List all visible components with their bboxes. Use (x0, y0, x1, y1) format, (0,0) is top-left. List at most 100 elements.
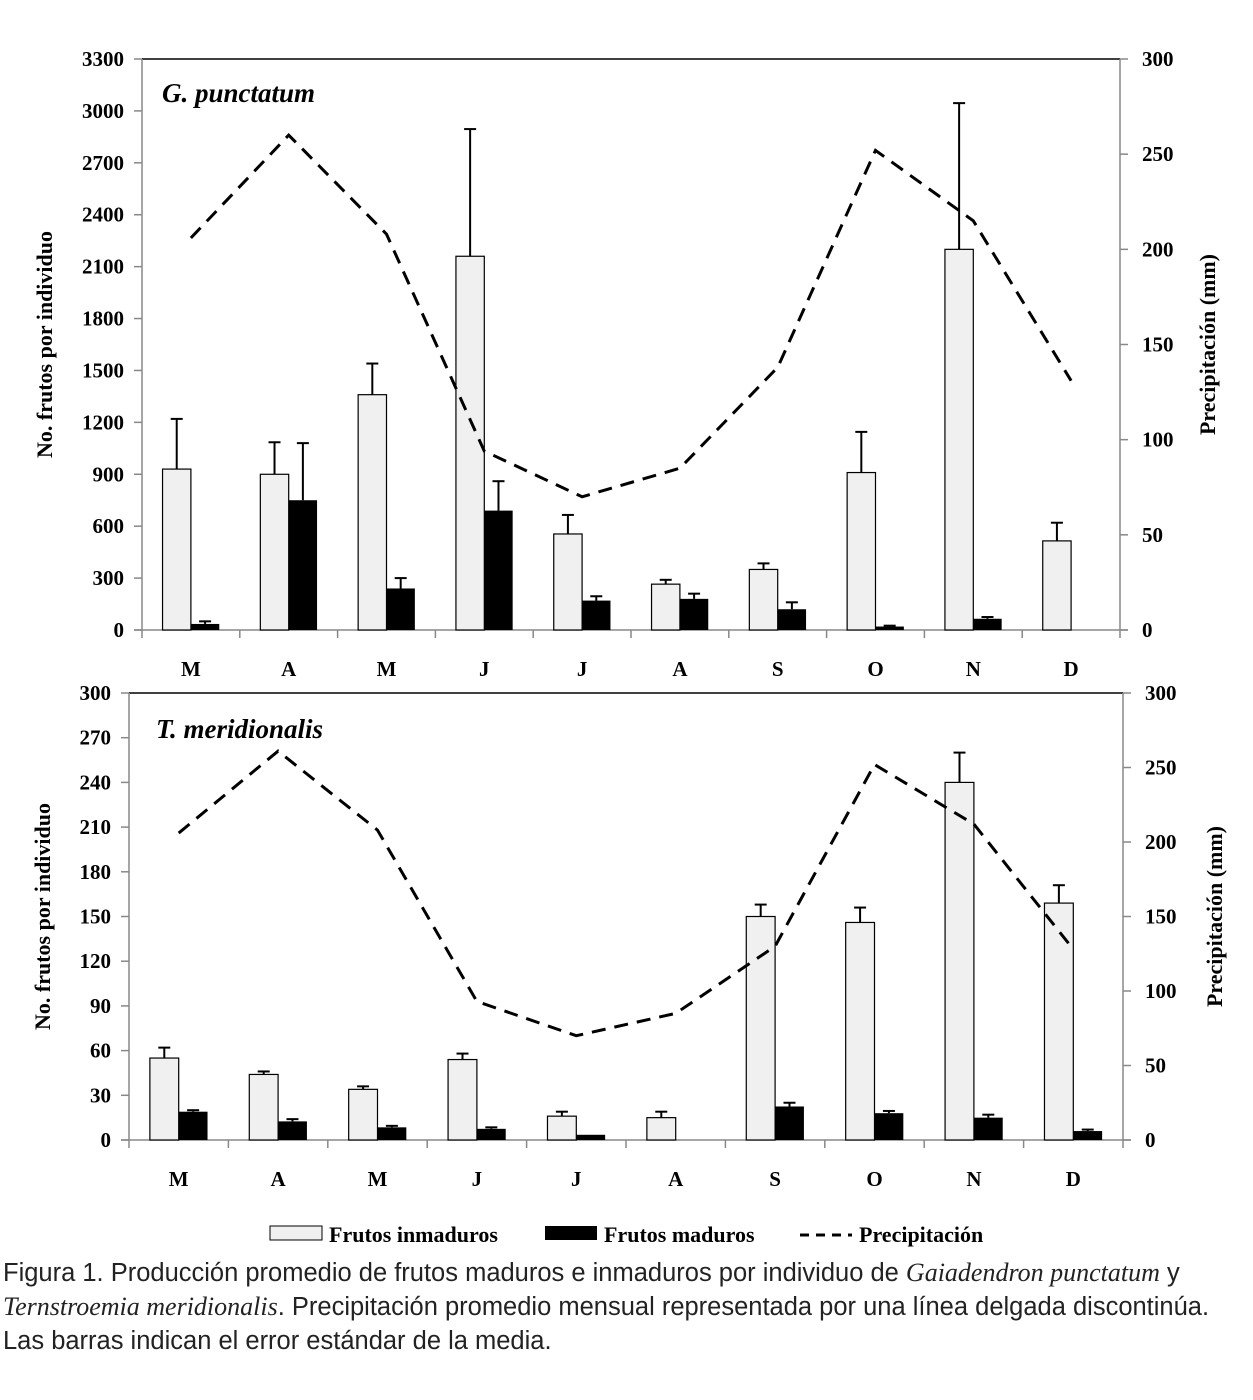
bar-frutos-inmaduros (149, 1057, 180, 1141)
y-tick-label: 0 (114, 618, 125, 642)
precipitation-line (177, 749, 1075, 1038)
x-tick-label: A (672, 657, 688, 681)
y-tick-label: 1800 (82, 307, 124, 331)
caption-joiner: y (1159, 1259, 1180, 1287)
caption-suffix: . Precipitación promedio mensual represe… (3, 1293, 1210, 1355)
bar-frutos-inmaduros (357, 394, 388, 631)
legend: Frutos inmaduros Frutos maduros Precipit… (269, 1222, 983, 1247)
bar-frutos-inmaduros (161, 468, 192, 631)
y-tick-label: 2400 (82, 203, 124, 227)
bar-frutos-inmaduros (1043, 902, 1074, 1141)
bar-frutos-inmaduros (845, 921, 876, 1141)
x-tick-label: O (866, 1167, 882, 1191)
bar-frutos-maduros (476, 1128, 506, 1140)
caption-prefix: Figura 1. Producción promedio de frutos … (3, 1259, 906, 1287)
y2-tick-label: 50 (1142, 523, 1163, 547)
bar-frutos-maduros (1073, 1131, 1103, 1140)
x-tick-label: O (867, 657, 883, 681)
legend-label-frutos-inmaduros: Frutos inmaduros (329, 1222, 498, 1247)
y-tick-label: 2100 (82, 255, 124, 279)
y-axis-title: No. frutos por individuo (30, 803, 55, 1030)
y-tick-label: 150 (80, 905, 112, 929)
y2-tick-label: 250 (1142, 142, 1174, 166)
y-tick-label: 900 (93, 462, 125, 486)
x-tick-label: J (571, 1167, 582, 1191)
bar-frutos-maduros (190, 623, 220, 630)
x-tick-label: J (577, 657, 588, 681)
bar-frutos-inmaduros (944, 248, 974, 631)
x-tick-label: M (169, 1167, 189, 1191)
bar-frutos-maduros (582, 600, 611, 630)
y-tick-label: 210 (80, 815, 112, 839)
bar-frutos-maduros (576, 1134, 606, 1140)
bar-frutos-inmaduros (650, 583, 681, 631)
y-tick-label: 270 (80, 726, 112, 750)
y2-axis-title: Precipitación (mm) (1195, 254, 1220, 435)
x-tick-label: S (769, 1167, 781, 1191)
legend-label-frutos-maduros: Frutos maduros (604, 1222, 755, 1247)
y-tick-label: 3000 (82, 99, 124, 123)
y-tick-label: 30 (90, 1083, 111, 1107)
y2-tick-label: 0 (1142, 618, 1153, 642)
legend-swatch-frutos-maduros (545, 1226, 597, 1240)
x-tick-label: A (281, 657, 297, 681)
bar-frutos-maduros (973, 618, 1002, 630)
caption-species-1: Gaiadendron punctatum (905, 1258, 1160, 1287)
bar-frutos-maduros (386, 588, 415, 630)
y-tick-label: 600 (93, 514, 125, 538)
bar-frutos-maduros (288, 500, 318, 630)
y2-tick-label: 150 (1142, 333, 1174, 357)
bar-frutos-maduros (377, 1127, 407, 1140)
legend-label-precipitacion: Precipitación (859, 1222, 983, 1247)
bar-frutos-inmaduros (248, 1073, 279, 1141)
panel-title: T. meridionalis (156, 714, 323, 744)
y-tick-label: 3300 (82, 47, 124, 71)
chart-t-meridionalis: 0 30 60 90 120 150 180 210 240 270 300 0 50 100 150 200… (30, 681, 1227, 1191)
bar-frutos-maduros (679, 598, 709, 630)
y-tick-label: 180 (80, 860, 112, 884)
x-tick-label: D (1066, 1167, 1081, 1191)
bar-frutos-maduros (484, 510, 513, 630)
bar-frutos-inmaduros (748, 568, 779, 631)
bar-frutos-inmaduros (745, 915, 776, 1141)
x-tick-label: N (966, 657, 981, 681)
y-tick-label: 240 (80, 770, 112, 794)
y-tick-label: 300 (93, 566, 125, 590)
y-tick-label: 60 (90, 1039, 111, 1063)
y2-tick-label: 0 (1145, 1128, 1156, 1152)
y2-tick-label: 150 (1145, 905, 1177, 929)
y2-tick-label: 300 (1145, 681, 1177, 705)
y2-axis-title: Precipitación (mm) (1202, 826, 1227, 1007)
y-tick-label: 1500 (82, 358, 124, 382)
y-tick-label: 90 (90, 994, 111, 1018)
x-tick-label: S (772, 657, 784, 681)
legend-swatch-frutos-inmaduros (269, 1225, 323, 1241)
y-tick-label: 120 (80, 949, 112, 973)
x-tick-label: A (668, 1167, 684, 1191)
bar-frutos-inmaduros (447, 1058, 478, 1141)
bar-frutos-maduros (973, 1117, 1003, 1140)
x-tick-label: N (966, 1167, 981, 1191)
y2-tick-label: 250 (1145, 756, 1177, 780)
bar-frutos-inmaduros (944, 781, 975, 1141)
y2-tick-label: 200 (1145, 830, 1177, 854)
bar-frutos-maduros (178, 1111, 208, 1140)
y-tick-label: 300 (80, 681, 112, 705)
bar-frutos-maduros (875, 626, 904, 630)
caption-species-2: Ternstroemia meridionalis (3, 1292, 278, 1321)
x-tick-label: J (479, 657, 490, 681)
x-tick-label: D (1064, 657, 1079, 681)
precipitation-line (189, 132, 1073, 499)
chart-g-punctatum: 0300600900120015001800210024002700300033… (32, 47, 1220, 681)
bar-frutos-inmaduros (259, 473, 290, 631)
panel-title: G. punctatum (162, 78, 315, 108)
y-tick-label: 1200 (82, 410, 124, 434)
x-tick-label: M (368, 1167, 388, 1191)
y-tick-label: 0 (101, 1128, 112, 1152)
bar-frutos-inmaduros (646, 1117, 677, 1141)
y-tick-label: 2700 (82, 151, 124, 175)
bar-frutos-inmaduros (846, 471, 877, 631)
figure: 0300600900120015001800210024002700300033… (30, 47, 1227, 1247)
x-tick-label: M (181, 657, 201, 681)
x-tick-label: M (377, 657, 397, 681)
